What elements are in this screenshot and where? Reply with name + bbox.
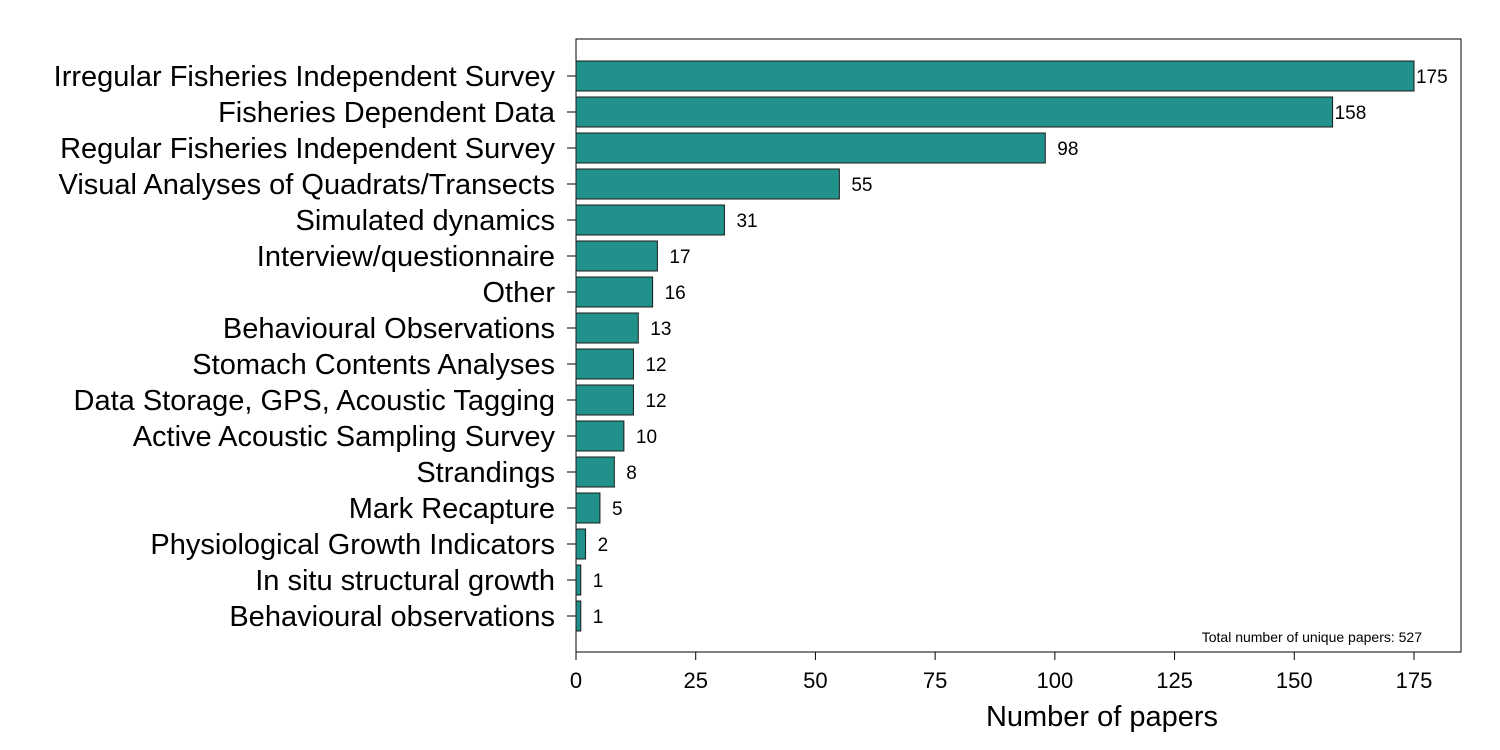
category-label: Physiological Growth Indicators (150, 529, 555, 561)
bar (575, 96, 1334, 128)
bar (575, 600, 582, 632)
value-label: 1 (593, 607, 604, 628)
bar (575, 384, 634, 416)
x-tick-label: 75 (923, 668, 947, 693)
category-label: Stomach Contents Analyses (192, 349, 555, 381)
category-label: Fisheries Dependent Data (218, 97, 556, 129)
category-label: Interview/questionnaire (257, 241, 555, 273)
category-label: Data Storage, GPS, Acoustic Tagging (74, 385, 555, 417)
bar (575, 492, 601, 524)
x-tick-label: 50 (803, 668, 827, 693)
category-label: Visual Analyses of Quadrats/Transects (59, 169, 555, 201)
value-label: 31 (736, 211, 757, 232)
category-label: Simulated dynamics (296, 205, 556, 237)
value-labels: 175 158 98 55 31 17 16 13 12 12 10 852 1 1 (593, 67, 1448, 628)
value-label: 12 (645, 391, 666, 412)
y-axis-ticks (567, 75, 576, 617)
category-label: Irregular Fisheries Independent Survey (54, 61, 556, 93)
bar (575, 564, 582, 596)
value-label: 158 (1335, 103, 1367, 124)
bar (575, 204, 725, 236)
value-label: 2 (598, 535, 609, 556)
category-label: Strandings (416, 457, 555, 489)
x-axis-ticks: 0 25 50 75 100 125 150 175 (570, 652, 1432, 693)
bar (575, 312, 639, 344)
value-label: 13 (650, 319, 671, 340)
plot-frame (575, 38, 1462, 653)
x-tick-label: 0 (570, 668, 582, 693)
category-label: Other (482, 277, 555, 309)
value-label: 1 (593, 571, 604, 592)
value-label: 8 (626, 463, 637, 484)
value-label: 55 (851, 175, 872, 196)
value-label: 10 (636, 427, 657, 448)
bar (575, 528, 587, 560)
category-label: Active Acoustic Sampling Survey (133, 421, 556, 453)
bar (575, 456, 615, 488)
x-tick-label: 150 (1276, 668, 1313, 693)
bar (575, 132, 1046, 164)
x-tick-label: 25 (683, 668, 707, 693)
total-papers-annotation: Total number of unique papers: 527 (1202, 629, 1422, 645)
bar (575, 348, 634, 380)
category-label: Behavioural observations (229, 601, 555, 633)
category-labels: Irregular Fisheries Independent Survey Fi… (54, 61, 556, 633)
x-tick-label: 100 (1036, 668, 1073, 693)
value-label: 5 (612, 499, 623, 520)
x-tick-label: 175 (1396, 668, 1433, 693)
value-label: 175 (1416, 67, 1448, 88)
category-label: Regular Fisheries Independent Survey (60, 133, 555, 165)
x-axis-title: Number of papers (986, 701, 1218, 733)
value-label: 16 (665, 283, 686, 304)
value-label: 98 (1057, 139, 1078, 160)
category-label: Mark Recapture (349, 493, 555, 525)
category-label: Behavioural Observations (223, 313, 555, 345)
bar (575, 276, 654, 308)
bars (575, 60, 1415, 632)
value-label: 17 (669, 247, 690, 268)
bar (575, 420, 625, 452)
bar (575, 240, 658, 272)
bar (575, 60, 1415, 92)
x-tick-label: 125 (1156, 668, 1193, 693)
bar (575, 168, 840, 200)
category-label: In situ structural growth (255, 565, 555, 597)
value-label: 12 (645, 355, 666, 376)
